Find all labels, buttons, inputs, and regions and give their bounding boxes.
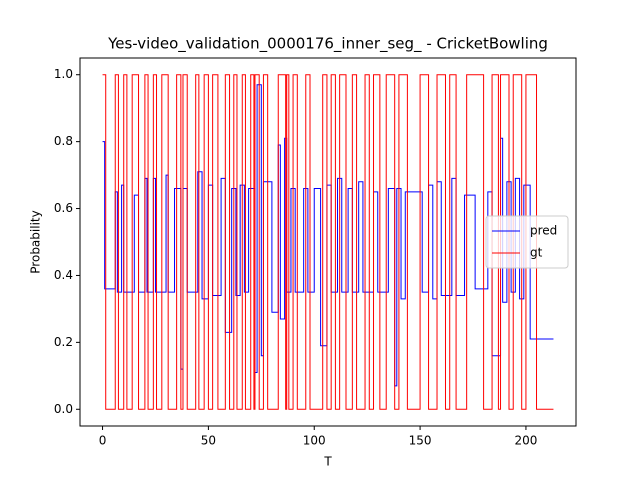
x-tick-label: 0 [99, 434, 107, 448]
legend-label: pred [530, 224, 557, 238]
chart-title: Yes-video_validation_0000176_inner_seg_ … [107, 35, 548, 54]
y-tick-label: 0.8 [54, 134, 73, 148]
y-tick-label: 0.6 [54, 201, 73, 215]
y-tick-label: 0.4 [54, 268, 73, 282]
y-tick-label: 0.0 [54, 402, 73, 416]
legend-box [485, 215, 569, 269]
y-axis-label: Probability [29, 210, 43, 273]
x-tick-label: 150 [409, 434, 432, 448]
x-tick-label: 50 [201, 434, 216, 448]
step-line [102, 74, 554, 410]
axes-frame [79, 57, 577, 427]
y-tick-label: 1.0 [54, 67, 73, 81]
x-tick-label: 200 [514, 434, 537, 448]
x-axis-label: T [323, 455, 332, 469]
x-tick-label: 100 [303, 434, 326, 448]
legend-label: gt [530, 246, 543, 260]
y-tick-label: 0.2 [54, 335, 73, 349]
